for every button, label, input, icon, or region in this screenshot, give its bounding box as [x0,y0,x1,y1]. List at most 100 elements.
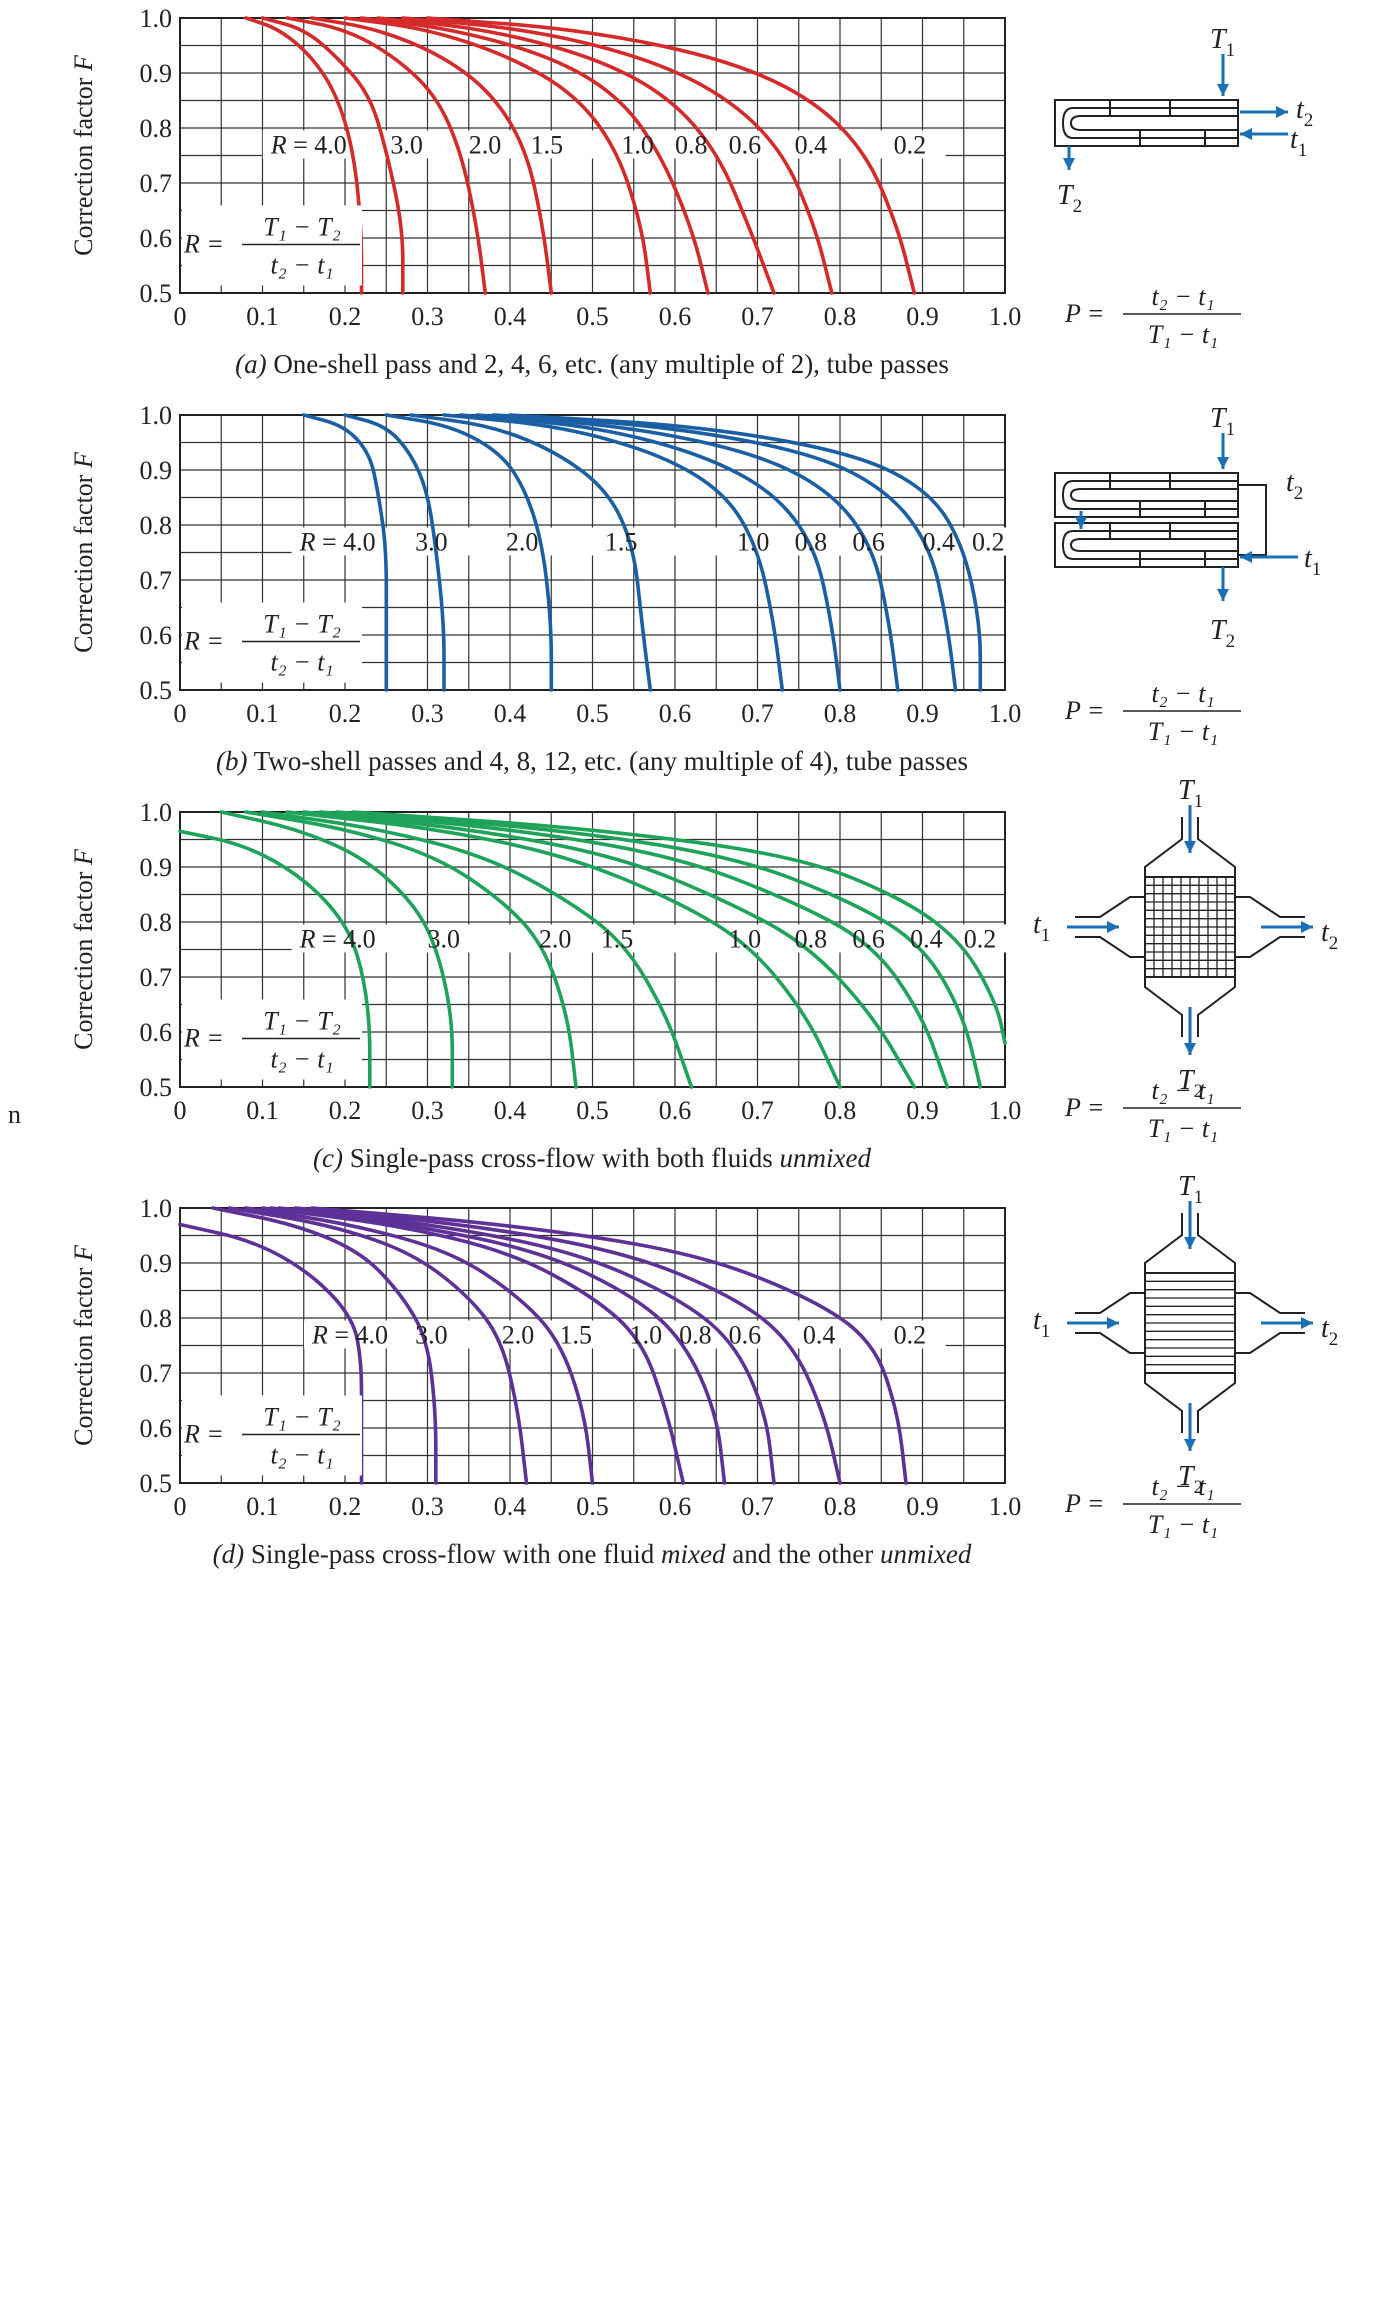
p-formula-lhs: P = [1064,1489,1104,1518]
r-curve-label: 1.5 [560,1321,593,1350]
heat-exchanger-diagram [1054,99,1239,147]
x-tick-label: 0.2 [329,302,362,331]
curve-series [376,16,776,295]
r-formula-lhs: R = [183,230,224,259]
panel-caption: (c) Single-pass cross-flow with both flu… [313,1143,871,1173]
r-curve-label: 0.6 [852,528,885,557]
r-formula-lhs: R = [183,1024,224,1053]
x-tick-label: 0.4 [494,302,527,331]
r-formula-denominator: t₂ − t₁ [270,251,333,280]
curve-series [260,810,694,1089]
curve-series [384,413,554,692]
r-curve-label: 0.4 [803,1321,836,1350]
panel-b: 0.5 0.6 0.7 0.8 0.9 1.0 0 0.1 0.2 0.3 0.4 0.5 0.6 0.7… [69,401,1321,776]
side-duct [1235,1292,1305,1314]
label-t1: t1 [1033,1305,1050,1342]
shell-outline [1054,522,1239,568]
curve-series [458,413,842,692]
r-curve-label: 2.0 [502,1321,535,1350]
r-curve-label: 1.0 [729,925,762,954]
r-formula-bg [182,602,362,683]
p-formula-denominator: T₁ − t₁ [1148,1114,1218,1143]
panel-c: 0.5 0.6 0.7 0.8 0.9 1.0 0 0.1 0.2 0.3 0.4 0.5 0.6 0.7… [69,775,1338,1173]
outlet-duct [1144,977,1183,1037]
x-tick-label: 0.1 [246,302,279,331]
r-formula-denominator: t₂ − t₁ [270,1441,333,1470]
stray-text: n [8,1100,21,1129]
outlet-duct [1144,1373,1183,1433]
x-tick-label: 0.9 [906,1096,939,1125]
side-duct [1235,936,1305,958]
x-tick-label: 0 [174,1492,187,1521]
r-curve-label: 0.6 [852,925,885,954]
p-formula-lhs: P = [1064,696,1104,725]
curve-series [227,1206,529,1485]
p-formula-numerator: t₂ − t₁ [1151,679,1214,708]
x-tick-label: 1.0 [989,1492,1022,1521]
curve-series [302,810,917,1089]
core-matrix [1145,1280,1235,1366]
arrow-head [1063,158,1075,170]
tube-pass [1061,107,1238,139]
y-tick-label: 0.7 [140,169,173,198]
y-tick-label: 0.6 [140,1018,173,1047]
label-T2: T2 [1057,180,1082,217]
curve-series [310,16,554,295]
x-tick-label: 0.3 [411,1492,444,1521]
p-formula-numerator: t₂ − t₁ [1151,1472,1214,1501]
curve-series [219,810,455,1089]
r-curve-label: 0.8 [675,131,708,160]
y-tick-label: 0.6 [140,224,173,253]
side-duct [1075,1332,1145,1354]
r-formula-lhs: R = [183,627,224,656]
r-curve-label: 0.8 [795,925,828,954]
r-formula-denominator: t₂ − t₁ [270,1045,333,1074]
r-curve-label: 0.8 [795,528,828,557]
r-curve-label: 1.5 [605,528,638,557]
y-tick-label: 0.9 [140,853,173,882]
r-curve-label: R = 4.0 [270,131,347,160]
p-formula-denominator: T₁ − t₁ [1148,320,1218,349]
x-tick-label: 0.5 [576,1096,609,1125]
curve-series [211,1206,438,1485]
x-tick-label: 0.6 [659,1096,692,1125]
r-formula-numerator: T₁ − T₂ [263,1007,341,1036]
arrow-head [1184,1237,1196,1249]
tube-pass [1061,480,1238,510]
r-curve-label: 0.2 [964,925,997,954]
arrow-head [1217,457,1229,469]
y-tick-label: 0.9 [140,1249,173,1278]
arrow-head [1184,1043,1196,1055]
curve-series [508,413,983,692]
curve-series [442,413,785,692]
x-tick-label: 0.8 [824,302,857,331]
y-axis-label: Correction factor F [69,451,98,653]
r-curve-label: 1.5 [601,925,634,954]
curve-series [178,829,372,1089]
inlet-duct [1144,1213,1183,1273]
x-tick-label: 0.4 [494,699,527,728]
x-tick-label: 0.3 [411,1096,444,1125]
curve-series [318,810,950,1089]
curve-series [244,16,364,295]
x-tick-label: 0.6 [659,302,692,331]
p-formula-denominator: T₁ − t₁ [1148,717,1218,746]
x-tick-label: 0.2 [329,1096,362,1125]
label-band [291,527,1024,556]
x-tick-label: 0 [174,1096,187,1125]
x-tick-label: 0.5 [576,302,609,331]
r-curve-label: R = 4.0 [311,1321,388,1350]
y-tick-label: 0.5 [140,1469,173,1498]
r-curve-label: 0.4 [923,528,956,557]
x-tick-label: 0.2 [329,699,362,728]
r-curve-label: 1.0 [630,1321,663,1350]
y-tick-label: 0.5 [140,279,173,308]
curve-series [178,1222,364,1485]
y-tick-label: 0.8 [140,511,173,540]
side-duct [1075,896,1145,918]
x-tick-label: 1.0 [989,699,1022,728]
label-t1: t1 [1033,909,1050,946]
panel-caption: (b) Two-shell passes and 4, 8, 12, etc. … [216,746,968,776]
p-formula-numerator: t₂ − t₁ [1151,282,1214,311]
